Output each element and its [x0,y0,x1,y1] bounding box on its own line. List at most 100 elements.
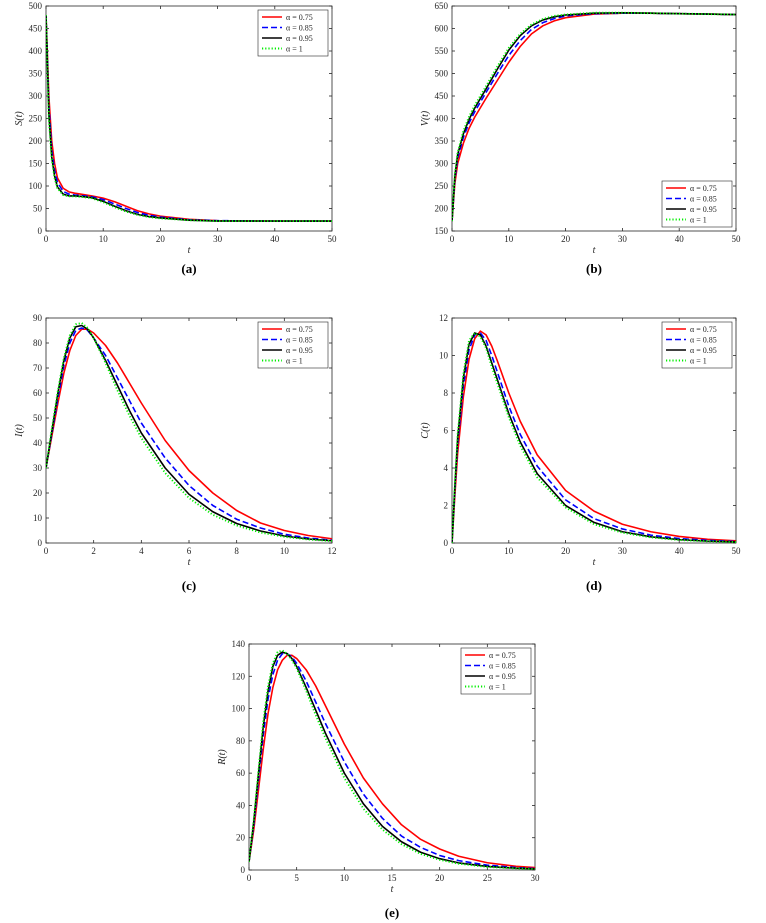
y-tick-label: 100 [29,181,43,191]
y-tick-label: 400 [29,46,43,56]
series-line [249,652,535,870]
series-line [452,11,736,222]
x-tick-label: 10 [280,546,290,556]
series-line [46,327,332,542]
y-tick-label: 80 [33,338,43,348]
y-tick-label: 10 [439,351,449,361]
y-tick-label: 60 [33,388,43,398]
series-line [46,328,332,540]
y-axis-label: C(t) [420,422,431,439]
y-tick-label: 300 [435,159,449,169]
legend-entry: α = 0.75 [286,13,313,22]
legend-entry: α = 0.85 [286,336,313,345]
series-line [46,14,332,222]
y-tick-label: 30 [33,463,43,473]
series-line [249,649,535,870]
x-tick-label: 50 [732,234,742,244]
series-line [452,332,736,543]
legend-box [257,9,329,57]
y-tick-label: 40 [33,438,43,448]
y-tick-label: 0 [241,865,246,875]
y-axis-label: S(t) [14,111,25,126]
chart-panel: 0 10 20 30 40 50 150 200 250 300 350 400 450 500 550 60… [420,1,741,276]
legend-entry: α = 1 [489,683,506,692]
legend: α = 0.75 α = 0.85α = 0.95 α = 1 [661,321,733,369]
legend-entry: α = 0.85 [690,195,717,204]
y-tick-label: 4 [444,463,449,473]
series-group [46,14,332,223]
x-tick-label: 50 [732,546,742,556]
y-tick-label: 600 [435,24,449,34]
x-tick-label: 25 [483,873,493,883]
y-tick-label: 150 [435,226,449,236]
x-tick-label: 30 [213,234,223,244]
legend-entry: α = 1 [286,357,303,366]
x-axis-label: t [593,245,596,256]
y-tick-label: 350 [435,136,449,146]
series-line [46,14,332,223]
y-tick-label: 120 [232,671,246,681]
legend-entry: α = 0.75 [690,184,717,193]
legend-entry: α = 1 [286,45,303,54]
series-line [46,14,332,222]
y-tick-label: 80 [236,736,246,746]
panel-caption: (a) [181,261,196,276]
y-tick-label: 20 [33,488,43,498]
legend-entry: α = 0.85 [286,24,313,33]
y-tick-label: 650 [435,1,449,11]
x-axis-label: t [593,557,596,568]
x-tick-label: 0 [450,546,455,556]
series-line [452,11,736,222]
y-tick-label: 350 [29,69,43,79]
y-tick-label: 550 [435,46,449,56]
panel-caption: (d) [586,578,602,593]
x-tick-label: 30 [618,234,628,244]
y-tick-label: 100 [232,704,246,714]
legend: α = 0.75 α = 0.85α = 0.95 α = 1 [661,180,733,228]
y-tick-label: 450 [435,91,449,101]
y-tick-label: 400 [435,114,449,124]
y-tick-label: 6 [444,426,449,436]
x-tick-label: 20 [561,546,571,556]
series-line [452,332,736,543]
x-tick-label: 40 [270,234,280,244]
x-tick-label: 20 [435,873,445,883]
y-tick-label: 500 [29,1,43,11]
y-tick-label: 10 [33,513,43,523]
y-tick-label: 40 [236,800,246,810]
x-axis-label: t [188,557,191,568]
y-axis-label: V(t) [420,110,431,126]
x-tick-label: 0 [44,234,49,244]
y-tick-label: 200 [29,136,43,146]
panel-caption: (e) [385,905,399,920]
y-tick-label: 500 [435,69,449,79]
y-tick-label: 450 [29,24,43,34]
x-tick-label: 4 [139,546,144,556]
y-tick-label: 250 [29,114,43,124]
series-group [452,11,736,222]
x-tick-label: 20 [156,234,166,244]
chart-panel: 0 5 10 15 20 25 30 0 20 40 60 80 100 120 140 t R(t) α = 0… [217,639,540,920]
legend-entry: α = 1 [690,216,707,225]
legend-entry: α = 0.95 [286,34,313,43]
x-tick-label: 6 [187,546,192,556]
y-tick-label: 70 [33,363,43,373]
legend-entry: α = 0.95 [286,346,313,355]
y-tick-label: 250 [435,181,449,191]
x-axis-label: t [188,245,191,256]
y-tick-label: 0 [38,226,43,236]
y-tick-label: 200 [435,204,449,214]
legend-entry: α = 0.95 [489,672,516,681]
legend-entry: α = 0.75 [286,325,313,334]
y-tick-label: 50 [33,204,43,214]
legend-entry: α = 1 [690,357,707,366]
y-tick-label: 12 [439,313,448,323]
x-axis-label: t [391,884,394,895]
series-line [452,330,736,543]
y-tick-label: 140 [232,639,246,649]
series-line [249,651,535,870]
y-tick-label: 0 [38,538,43,548]
y-tick-label: 60 [236,768,246,778]
x-tick-label: 2 [91,546,96,556]
